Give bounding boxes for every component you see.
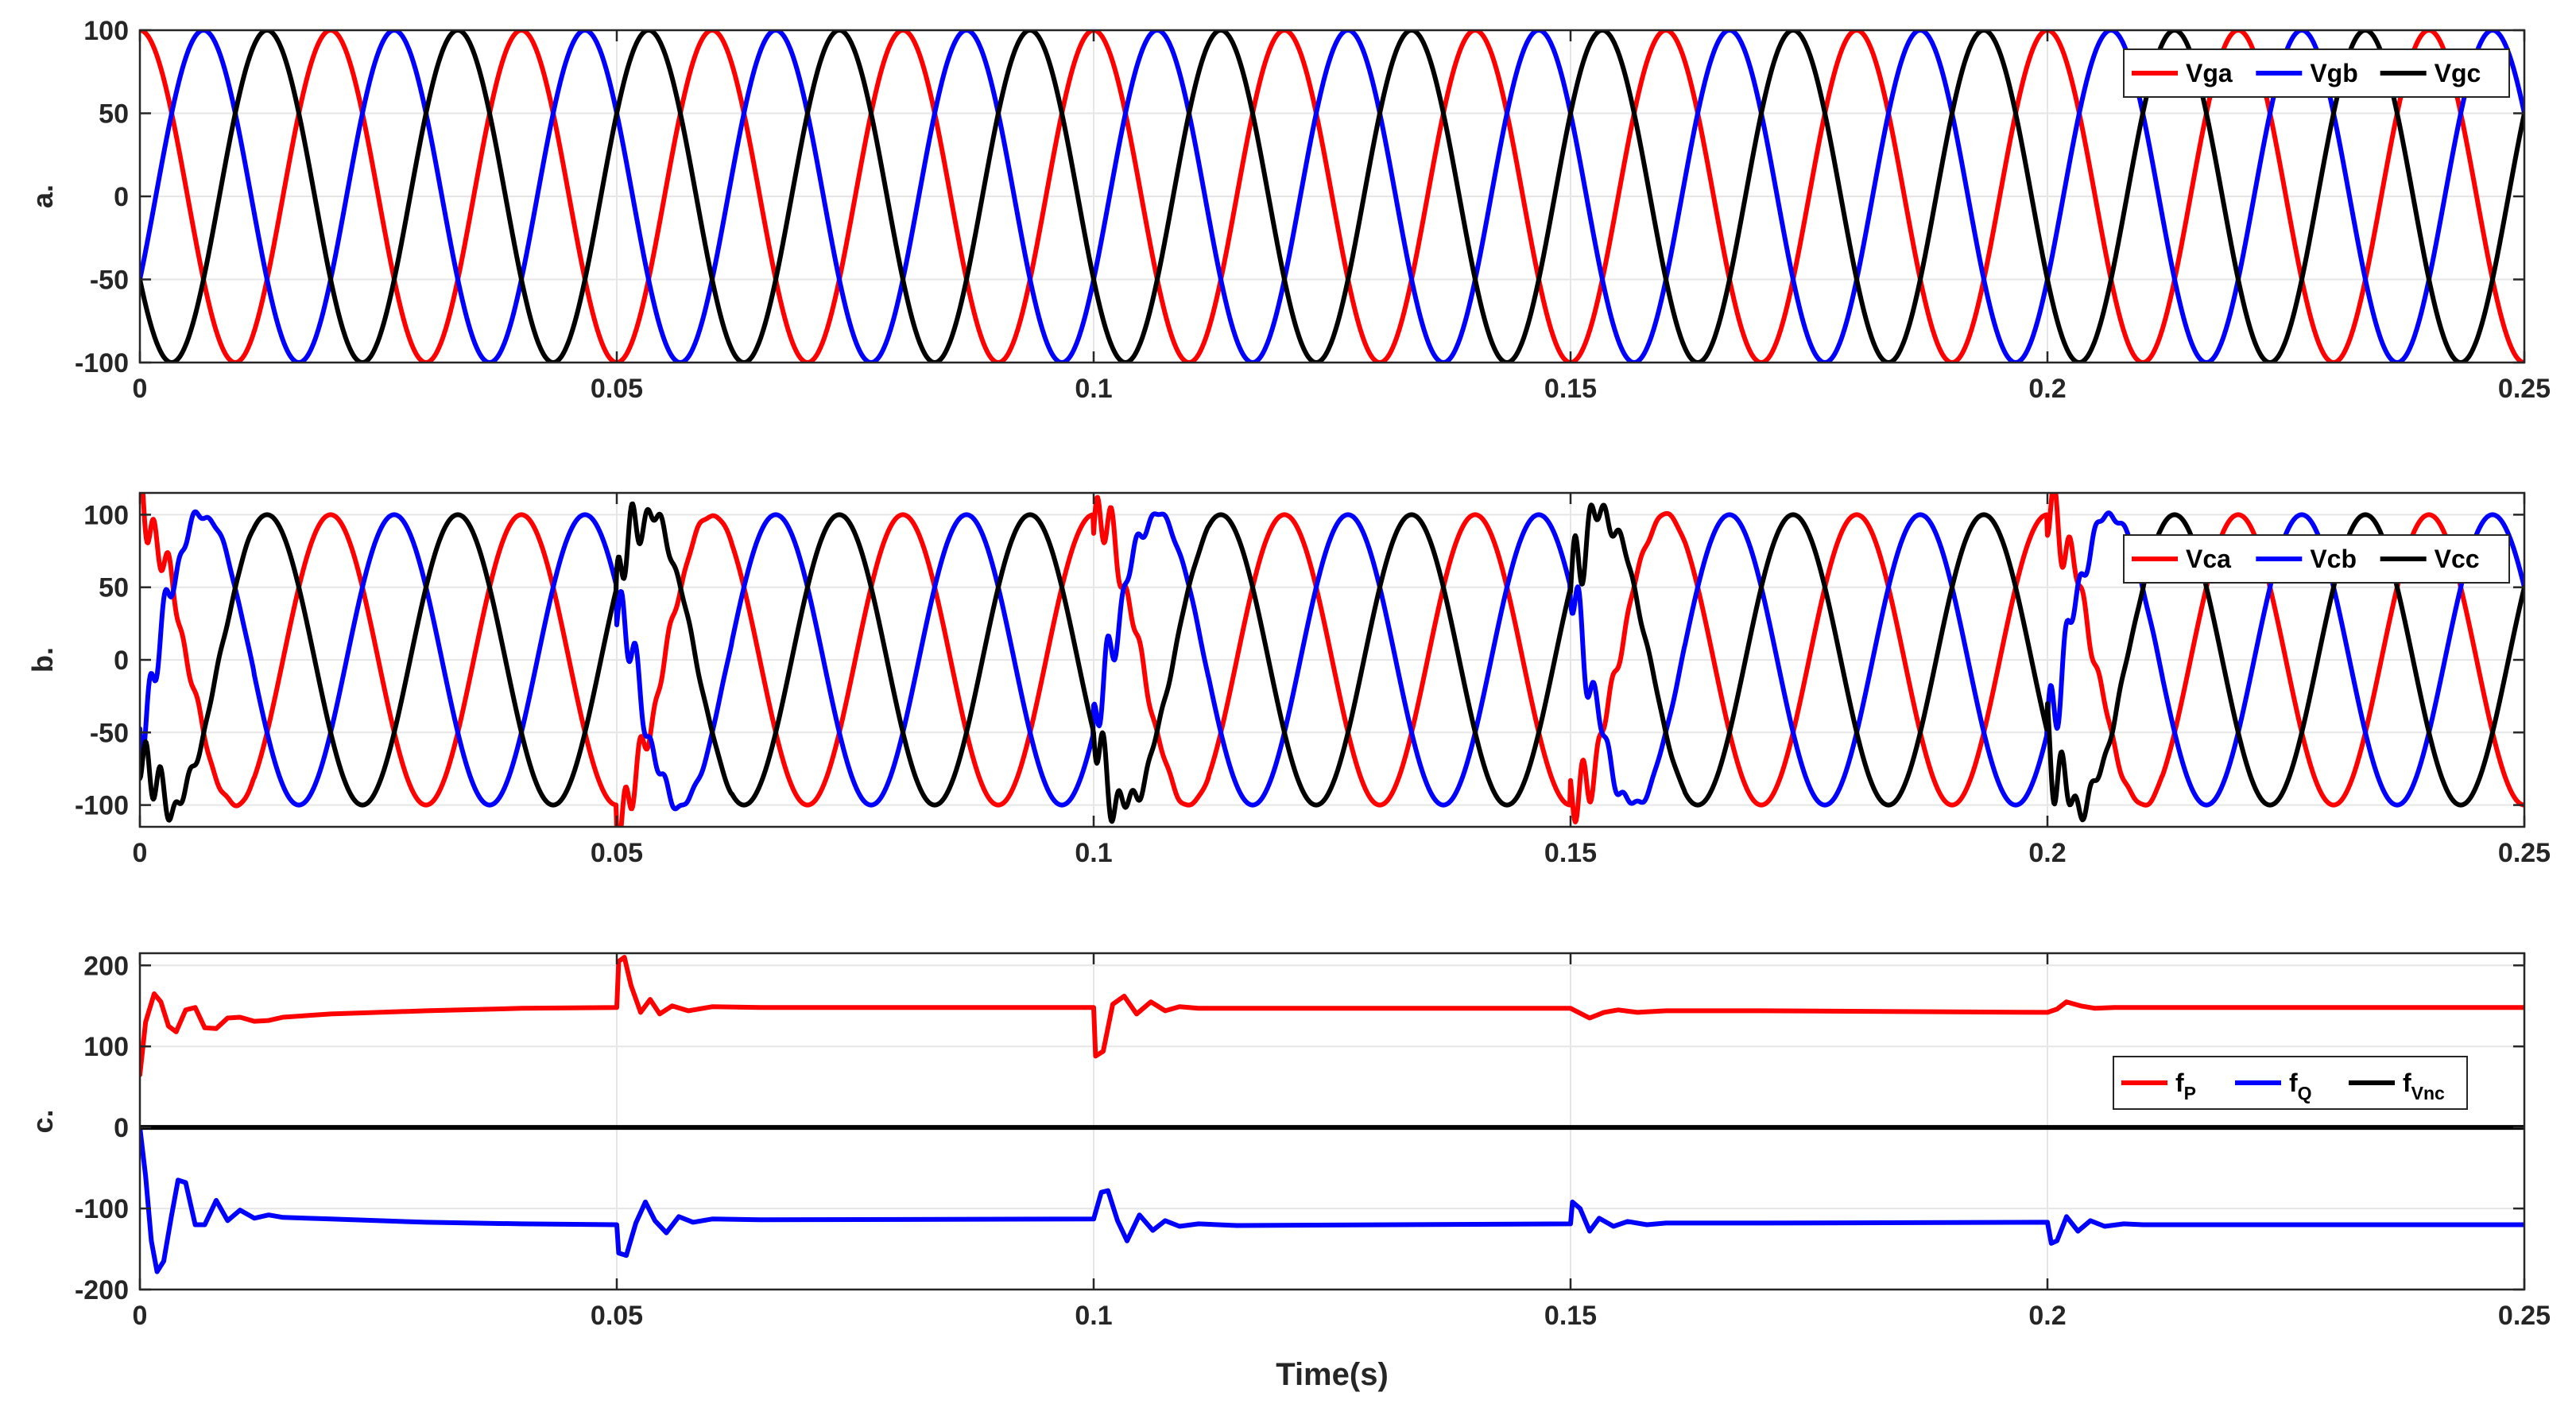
- x-axis-label: Time(s): [1276, 1357, 1389, 1392]
- x-tick-label: 0.05: [591, 1301, 643, 1331]
- series-line-fp: [140, 955, 2524, 1077]
- y-tick-label: -50: [90, 718, 129, 748]
- plot-area: [140, 953, 2524, 1290]
- y-tick-label: 100: [83, 500, 129, 530]
- legend-label: Vcb: [2310, 545, 2357, 573]
- y-tick-label: 0: [114, 1113, 129, 1143]
- y-tick-label: -100: [75, 791, 129, 821]
- legend-subscript: Q: [2298, 1083, 2312, 1103]
- x-tick-label: 0.25: [2498, 1301, 2551, 1331]
- legend-item: Vcb: [2256, 545, 2357, 573]
- panel-label: c.: [26, 1109, 59, 1133]
- series-line-vcc: [140, 501, 2524, 824]
- legend-box: [2123, 534, 2510, 584]
- y-tick-label: 50: [99, 99, 129, 130]
- x-tick-label: 0: [133, 374, 148, 404]
- y-tick-label: 100: [83, 16, 129, 46]
- legend-item: Vgb: [2256, 59, 2358, 87]
- x-tick-label: 0.25: [2498, 374, 2551, 404]
- y-tick-label: -50: [90, 266, 129, 296]
- panel-a: 0 0.05 0.1 0.15 0.2 0.25 -100 -50 0 50 100 a. Vga Vgb…: [26, 16, 2551, 404]
- legend-item: Vca: [2132, 545, 2231, 573]
- y-tick-label: 50: [99, 573, 129, 603]
- series-line-vcb: [140, 509, 2524, 812]
- x-tick-label: 0.15: [1544, 1301, 1597, 1331]
- legend-label: Vcc: [2435, 545, 2480, 573]
- x-tick-label: 0.1: [1075, 838, 1112, 868]
- panel-label: b.: [26, 647, 59, 673]
- legend-box: [2123, 48, 2510, 98]
- x-tick-label: 0: [133, 838, 148, 868]
- panel-b: 0 0.05 0.1 0.15 0.2 0.25 -100 -50 0 50 100 b. Vca Vcb…: [26, 491, 2551, 868]
- series-line-vca: [140, 493, 2524, 827]
- y-tick-label: 100: [83, 1032, 129, 1062]
- legend-item: Vgc: [2380, 59, 2481, 87]
- x-tick-label: 0.15: [1544, 374, 1597, 404]
- panel-label: a.: [26, 184, 59, 208]
- y-tick-label: 200: [83, 951, 129, 981]
- y-tick-label: 0: [114, 182, 129, 212]
- x-tick-label: 0.2: [2028, 1301, 2066, 1331]
- x-tick-label: 0.2: [2028, 374, 2066, 404]
- y-tick-label: 0: [114, 646, 129, 676]
- axes-frame: [138, 952, 2526, 1291]
- legend-label: Vgb: [2310, 59, 2357, 87]
- legend: fP fQ fVnc: [2113, 1056, 2468, 1110]
- panel-c: 0 0.05 0.1 0.15 0.2 0.25 -200 -100 0 100 200 c. fP fQ…: [26, 951, 2551, 1331]
- legend: Vca Vcb Vcc: [2123, 534, 2510, 584]
- legend-item: Vcc: [2380, 545, 2480, 573]
- x-tick-label: 0.2: [2028, 838, 2066, 868]
- legend-subscript: Vnc: [2411, 1083, 2445, 1103]
- y-tick-label: -100: [75, 1194, 129, 1224]
- legend-label: Vga: [2186, 59, 2233, 87]
- x-tick-label: 0.25: [2498, 838, 2551, 868]
- y-tick-label: -100: [75, 348, 129, 378]
- x-tick-label: 0.05: [591, 838, 643, 868]
- y-tick-label: -200: [75, 1275, 129, 1305]
- series-line-vga: [140, 30, 2524, 363]
- x-tick-label: 0.1: [1075, 1301, 1112, 1331]
- series-group: [140, 493, 2524, 827]
- x-tick-label: 0.05: [591, 374, 643, 404]
- legend-subscript: P: [2184, 1083, 2196, 1103]
- series-line-vgc: [140, 30, 2524, 363]
- x-tick-label: 0.15: [1544, 838, 1597, 868]
- series-line-fq: [140, 1125, 2524, 1274]
- legend: Vga Vgb Vgc: [2123, 48, 2510, 98]
- legend-label: Vca: [2186, 545, 2231, 573]
- legend-box: [2113, 1056, 2468, 1110]
- legend-label: Vgc: [2435, 59, 2481, 87]
- x-tick-label: 0: [133, 1301, 148, 1331]
- x-tick-label: 0.1: [1075, 374, 1112, 404]
- series-group: [140, 955, 2524, 1274]
- legend-item: Vga: [2132, 59, 2233, 87]
